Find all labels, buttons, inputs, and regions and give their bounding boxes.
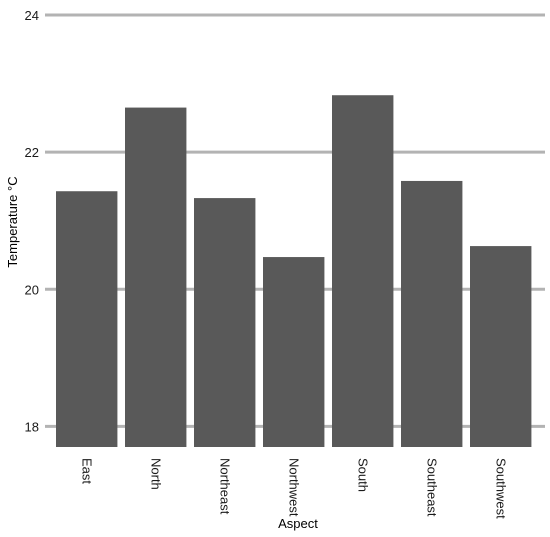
x-tick-label: Southeast [425, 458, 440, 517]
x-tick-label: North [149, 458, 164, 490]
x-tick-label: Southwest [494, 458, 509, 519]
bar-south [332, 95, 394, 447]
x-axis-title: Aspect [278, 516, 318, 531]
x-tick-labels: East North Northeast Northwest South Southeas… [80, 458, 509, 519]
y-tick-label: 22 [25, 145, 39, 160]
y-tick-labels: 18 20 22 24 [25, 8, 39, 434]
bar-north [125, 107, 187, 448]
bar-northwest [263, 257, 325, 447]
bar-northeast [194, 198, 256, 447]
bar-southwest [470, 246, 532, 447]
x-tick-label: South [356, 458, 371, 492]
y-tick-label: 20 [25, 282, 39, 297]
y-tick-label: 18 [25, 419, 39, 434]
bar-southeast [401, 180, 463, 447]
x-tick-label: East [80, 458, 95, 484]
bars [56, 95, 532, 448]
x-tick-label: Northeast [218, 458, 233, 515]
x-tick-label: Northwest [287, 458, 302, 517]
bar-east [56, 191, 118, 447]
y-tick-label: 24 [25, 8, 39, 23]
y-axis-title: Temperature °C [5, 176, 20, 267]
